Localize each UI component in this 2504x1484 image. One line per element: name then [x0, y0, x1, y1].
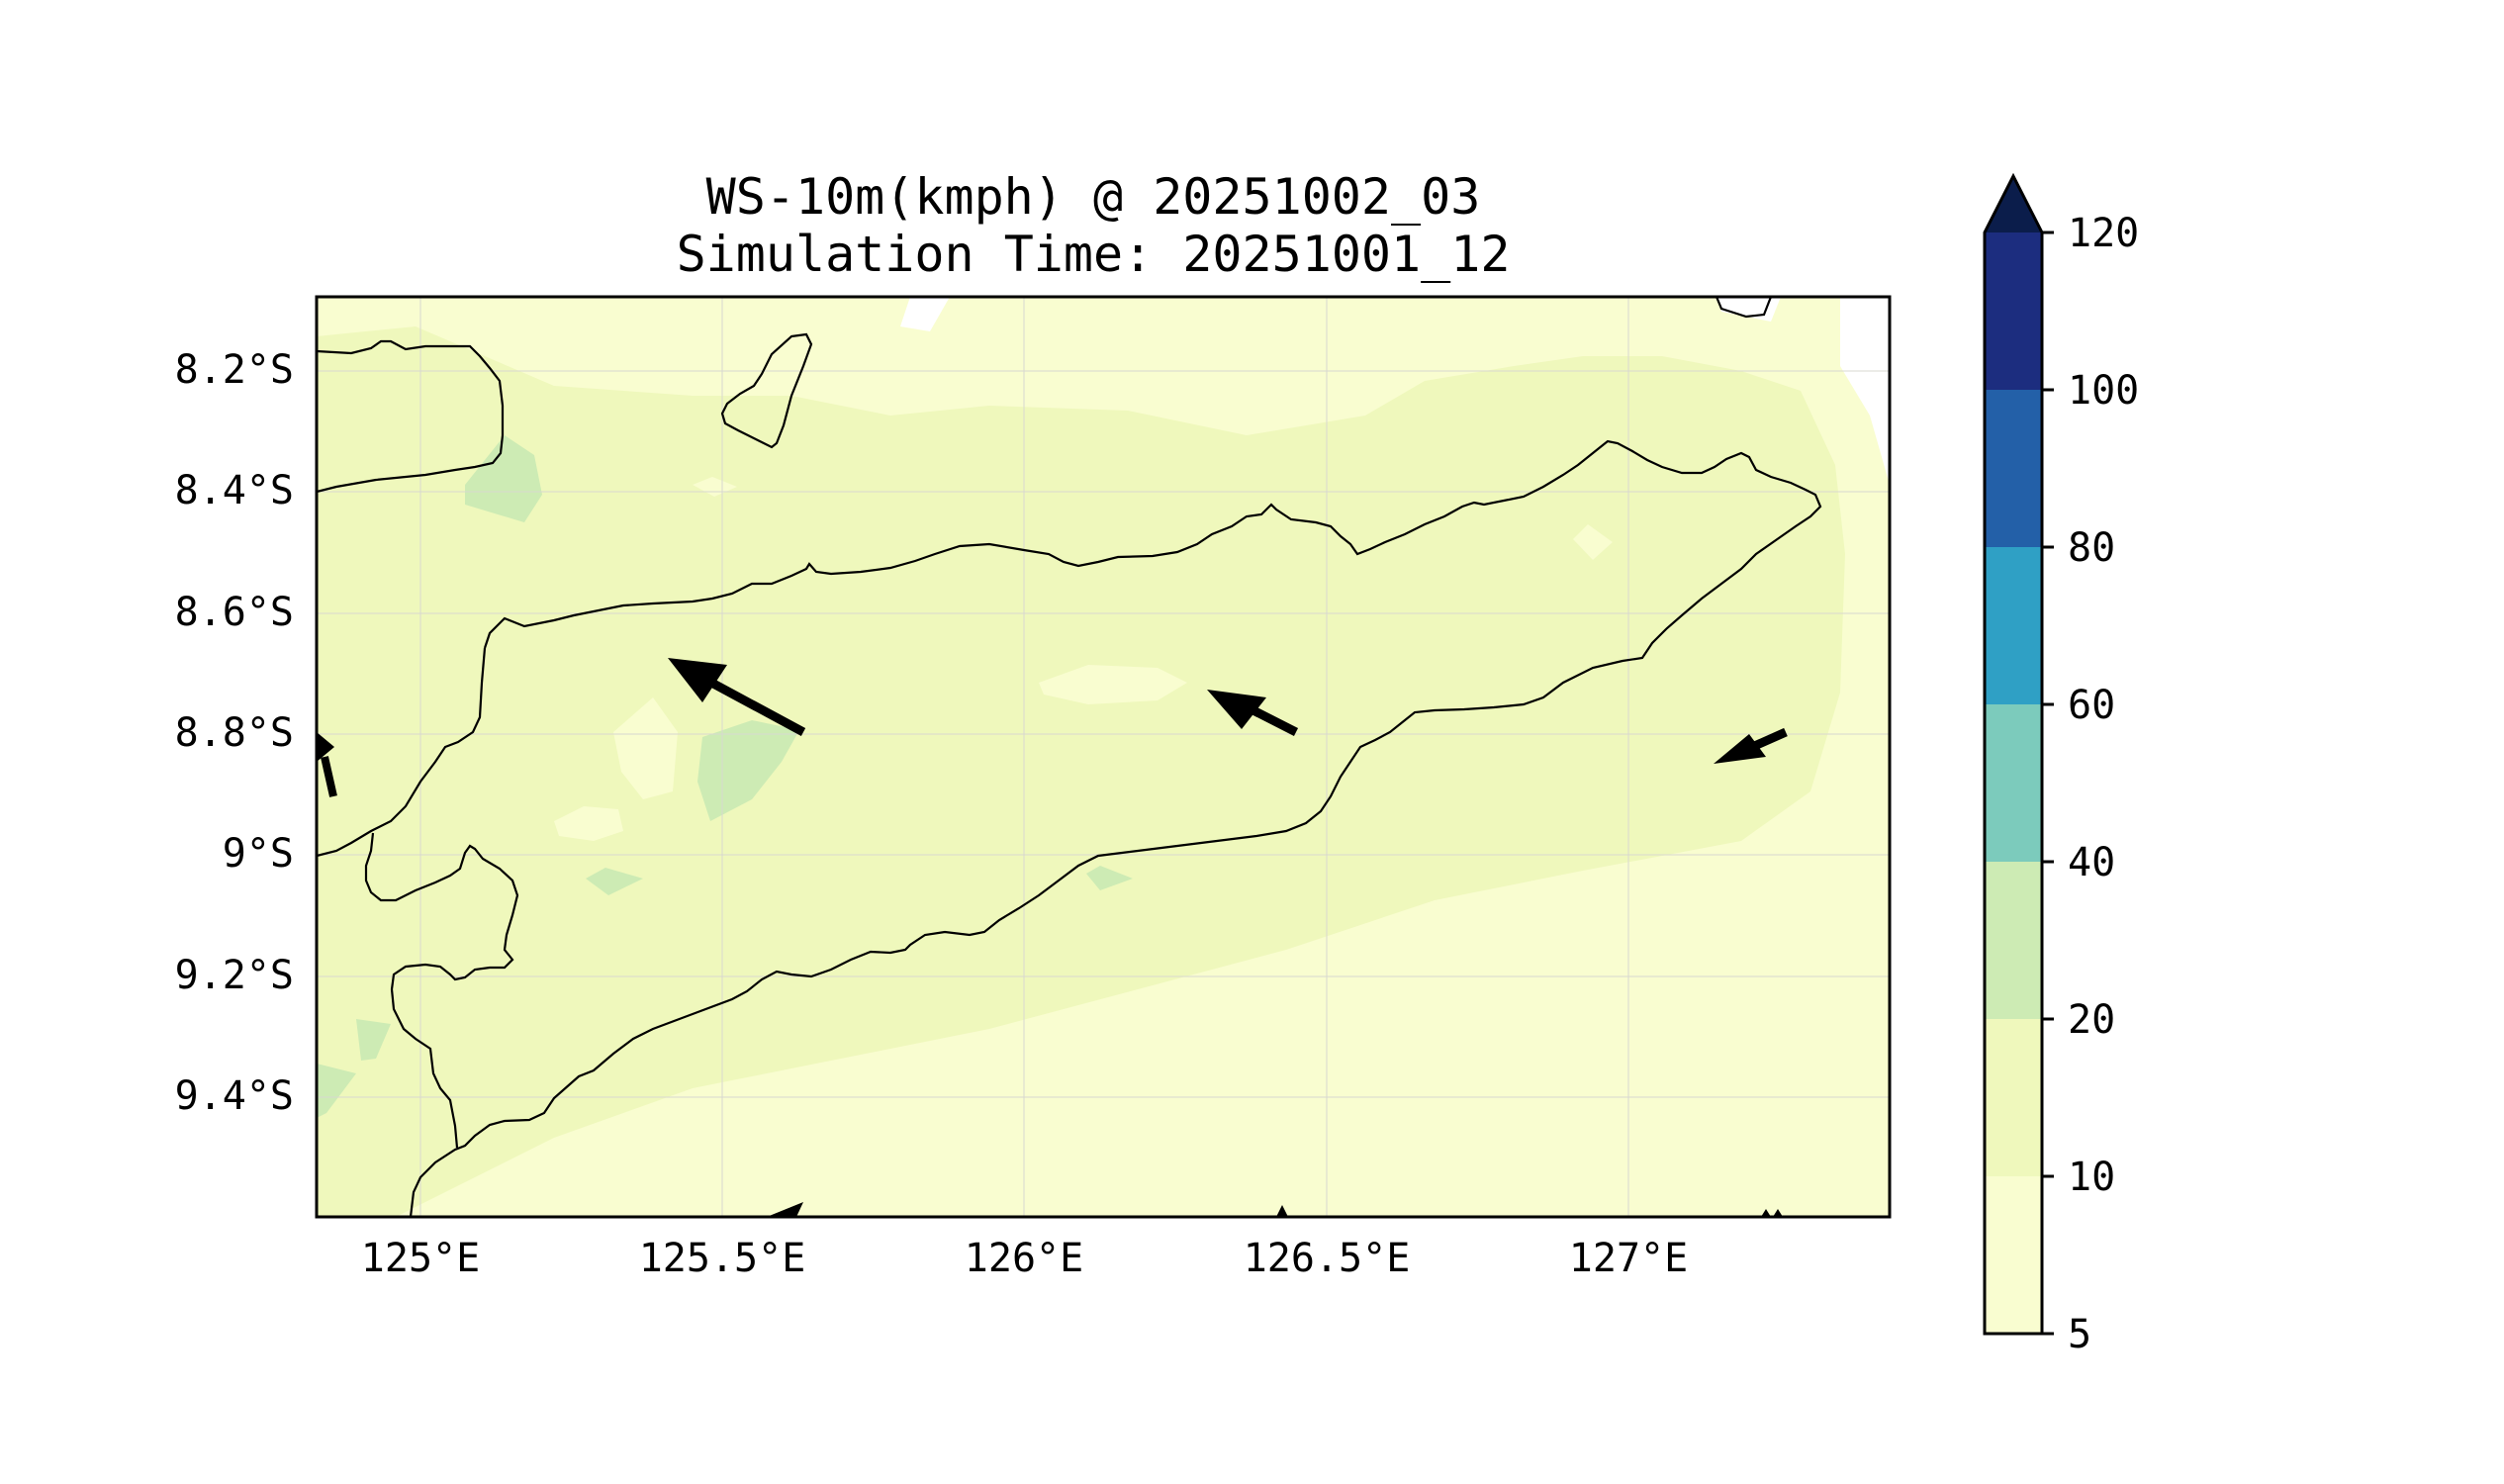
- colorbar-bin: [1985, 232, 2042, 390]
- colorbar-bin: [1985, 704, 2042, 862]
- colorbar-tick-label: 120: [2068, 211, 2139, 256]
- contour-20-40: [697, 720, 799, 821]
- coastlines: [317, 297, 1822, 1217]
- wind-arrow-edge: [317, 732, 337, 797]
- lon-tick-label: 125.5°E: [639, 1236, 806, 1281]
- colorbar-bin: [1985, 1019, 2042, 1176]
- colorbar-tick-label: 60: [2068, 683, 2115, 728]
- lon-tick-label: 126°E: [965, 1236, 1083, 1281]
- lon-tick-label: 127°E: [1569, 1236, 1688, 1281]
- wind-arrow-long: [668, 658, 806, 736]
- colorbar-tick-label: 5: [2068, 1312, 2091, 1357]
- map-subtitle: Simulation Time: 20251001_12: [676, 226, 1511, 283]
- lon-tick-label: 126.5°E: [1244, 1236, 1411, 1281]
- colorbar-bin: [1985, 1176, 2042, 1334]
- colorbar-tick-label: 40: [2068, 840, 2115, 885]
- colorbar-tick-label: 10: [2068, 1155, 2115, 1200]
- colorbar-bin: [1985, 547, 2042, 704]
- wind-arrow-southwest: [1714, 727, 1788, 764]
- lat-tick-label: 9°S: [223, 831, 294, 877]
- colorbar-tick-label: 80: [2068, 525, 2115, 571]
- lat-tick-label: 8.6°S: [175, 590, 294, 635]
- colorbar-bin: [1985, 862, 2042, 1019]
- wind-arrow-short: [1207, 690, 1299, 737]
- colorbar-bin: [1985, 390, 2042, 547]
- map-frame: [315, 295, 1892, 1219]
- wind-arrow-bottom: [767, 1202, 803, 1217]
- wind-arrow-bottom-right: [1276, 1205, 1783, 1217]
- lat-tick-label: 9.2°S: [175, 953, 294, 998]
- colorbar-extend-arrow: [1985, 176, 2042, 232]
- contour-below-5: [1840, 297, 1890, 485]
- lat-tick-label: 8.8°S: [175, 710, 294, 756]
- lat-tick-label: 8.4°S: [175, 468, 294, 513]
- contour-10-20: [317, 326, 1845, 1217]
- wind-vectors: [317, 658, 1788, 1217]
- colorbar: 5 10 20 40 60 80 100 120: [1983, 172, 2139, 1357]
- wind-speed-field: [317, 297, 1890, 1217]
- lat-tick-label: 8.2°S: [175, 347, 294, 393]
- lon-tick-label: 125°E: [361, 1236, 480, 1281]
- lon-axis: 125°E 125.5°E 126°E 126.5°E 127°E: [361, 1236, 1688, 1281]
- lat-tick-label: 9.4°S: [175, 1073, 294, 1119]
- colorbar-tick-label: 20: [2068, 997, 2115, 1043]
- colorbar-tick-label: 100: [2068, 368, 2139, 414]
- lat-axis: 8.2°S 8.4°S 8.6°S 8.8°S 9°S 9.2°S 9.4°S: [175, 347, 294, 1119]
- map-title: WS-10m(kmph) @ 20251002_03: [705, 168, 1481, 226]
